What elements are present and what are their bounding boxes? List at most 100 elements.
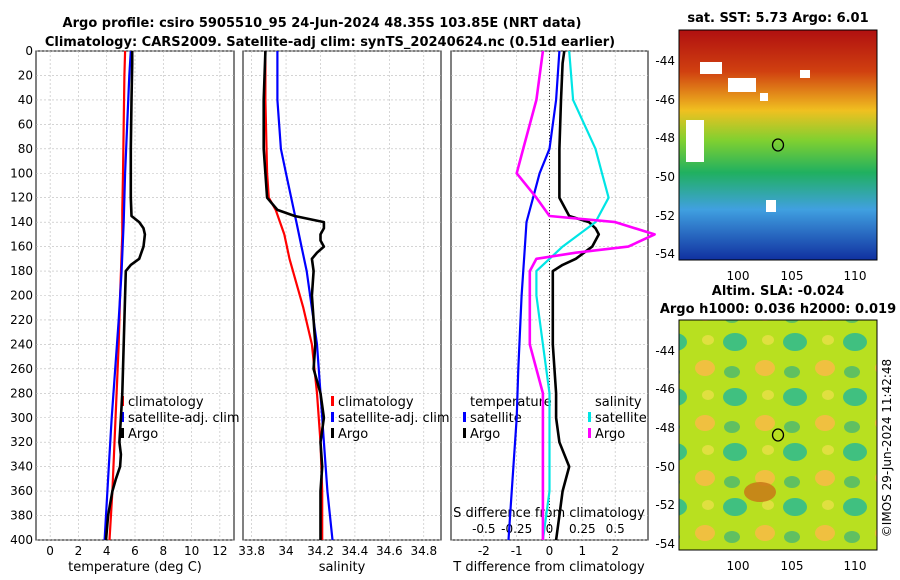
series-line-temperature-satellite (507, 50, 561, 541)
legend-argo-label: Argo (128, 427, 158, 442)
legend-argo-label: Argo (338, 427, 368, 442)
sla-ytick: -44 (655, 344, 675, 358)
x-tick-label: -2 (478, 544, 490, 558)
sst-ytick: -46 (655, 93, 675, 107)
series-line-temperature-argo (551, 50, 601, 541)
t-difference-xlabel: T difference from climatology (452, 560, 645, 575)
x-tick-label: 2 (611, 544, 619, 558)
sla-map-panel: Altim. SLA: -0.024 Argo h1000: 0.036 h20… (655, 284, 896, 573)
sla-ytick: -52 (655, 498, 675, 512)
legend-t-satellite-label: satellite (470, 411, 522, 426)
x-tick-label: 0 (46, 544, 54, 558)
legend-t-satellite-swatch (463, 412, 466, 422)
legend-s-satellite-label: satellite (595, 411, 647, 426)
depth-tick-label: 400 (10, 533, 33, 547)
cloud-patch (700, 62, 722, 74)
depth-tick-label: 360 (10, 484, 33, 498)
legend-climatology-label: climatology (338, 395, 414, 410)
depth-tick-label: 0 (25, 44, 33, 58)
x-tick-label: 34.2 (307, 544, 334, 558)
depth-tick-label: 240 (10, 337, 33, 351)
depth-tick-label: 40 (18, 93, 33, 107)
sst-y-tick-labels: -44 -46 -48 -50 -52 -54 (655, 54, 675, 261)
series-line-salinity-argo (515, 50, 656, 540)
x-tick-label: 33.8 (238, 544, 265, 558)
argo-location-marker (771, 138, 785, 152)
sst-xtick: 100 (727, 269, 750, 283)
s-tick-label: -0.5 (472, 522, 495, 536)
x-tick-label: 10 (184, 544, 199, 558)
sla-ytick: -46 (655, 382, 675, 396)
argo-location-marker (771, 428, 785, 442)
x-tick-label: 1 (578, 544, 586, 558)
depth-tick-label: 140 (10, 215, 33, 229)
x-tick-label: 6 (131, 544, 139, 558)
cloud-patch (760, 93, 768, 101)
series-line-argo (262, 50, 326, 540)
depth-tick-labels: 0 20 40 60 80 100 120 140 160 180 200 220 240 260 280 3… (10, 44, 33, 547)
depth-tick-label: 320 (10, 435, 33, 449)
difference-panel: T difference from climatology S differen… (450, 50, 656, 575)
gridlines (243, 50, 441, 541)
x-tick-label: 34.8 (410, 544, 437, 558)
cloud-patch (728, 78, 756, 92)
legend-satellite-label: satellite-adj. clim (338, 411, 450, 426)
legend-satellite-swatch (331, 412, 334, 422)
sla-high-anomaly (744, 482, 776, 502)
legend-s-argo-label: Argo (595, 427, 625, 442)
sla-ytick: -54 (655, 537, 675, 551)
depth-tick-label: 380 (10, 509, 33, 523)
s-tick-label: 0.25 (569, 522, 596, 536)
sst-map-title: sat. SST: 5.73 Argo: 6.01 (687, 11, 868, 26)
legend-climatology-label: climatology (128, 395, 204, 410)
sla-map-title-2: Argo h1000: 0.036 h2000: 0.019 (660, 302, 896, 317)
legend-argo-swatch (121, 428, 124, 438)
s-tick-label: 0 (546, 522, 554, 536)
gridlines (36, 50, 234, 541)
temperature-panel: 0204060801001201401601802002202402602803… (10, 44, 240, 575)
cloud-patch (766, 200, 776, 212)
depth-tick-label: 60 (18, 117, 33, 131)
sst-ytick: -44 (655, 54, 675, 68)
legend-satellite-label: satellite-adj. clim (128, 411, 240, 426)
sla-ytick: -48 (655, 421, 675, 435)
depth-tick-label: 20 (18, 69, 33, 83)
sst-xtick: 105 (781, 269, 804, 283)
temperature-legend: climatology satellite-adj. clim Argo (121, 395, 240, 442)
s-tick-label: -0.25 (501, 522, 532, 536)
depth-tick-label: 280 (10, 386, 33, 400)
cloud-patch (800, 70, 810, 78)
depth-tick-label: 260 (10, 362, 33, 376)
series-line-salinity-satellite (535, 50, 610, 541)
temperature-xlabel: temperature (deg C) (68, 560, 202, 575)
depth-tick-label: 100 (10, 166, 33, 180)
legend-satellite-swatch (121, 412, 124, 422)
x-tick-label: 12 (212, 544, 227, 558)
sla-map-title-1: Altim. SLA: -0.024 (712, 284, 844, 299)
depth-tick-label: 80 (18, 142, 33, 156)
series-line-argo (104, 51, 147, 541)
s-difference-label: S difference from climatology (453, 506, 645, 521)
series-line-climatology (264, 51, 324, 540)
s-tick-label: 0.5 (606, 522, 625, 536)
x-tick-label: 4 (103, 544, 111, 558)
difference-legend: temperature satellite Argo salinity sate… (463, 395, 647, 442)
x-tick-label: 0 (546, 544, 554, 558)
x-tick-label: 34.6 (376, 544, 403, 558)
depth-tick-label: 340 (10, 460, 33, 474)
salinity-legend: climatology satellite-adj. clim Argo (331, 395, 450, 442)
x-tick-label: 2 (75, 544, 83, 558)
sla-xtick: 105 (781, 559, 804, 573)
sla-xtick: 100 (727, 559, 750, 573)
sst-ytick: -50 (655, 170, 675, 184)
legend-s-argo-swatch (588, 428, 591, 438)
depth-tick-label: 220 (10, 313, 33, 327)
sla-ytick: -50 (655, 460, 675, 474)
sst-ytick: -48 (655, 131, 675, 145)
sst-cloud-mask (686, 62, 810, 212)
legend-t-argo-swatch (463, 428, 466, 438)
x-tick-label: 34.4 (342, 544, 369, 558)
sst-ytick: -52 (655, 209, 675, 223)
depth-tick-label: 120 (10, 191, 33, 205)
series-line-satellite-adj-clim (103, 50, 132, 541)
